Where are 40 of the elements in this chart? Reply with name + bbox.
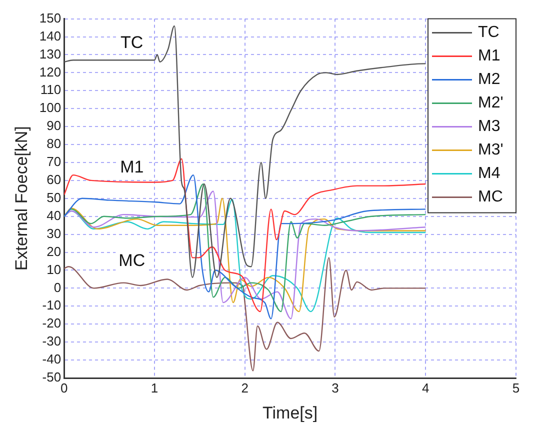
y-tick-label: 70 xyxy=(46,154,62,170)
legend-label: M4 xyxy=(478,165,500,182)
legend-label: M3 xyxy=(478,118,500,136)
x-tick-label: 5 xyxy=(512,380,520,396)
legend-label: M1 xyxy=(478,48,500,65)
y-tick-label: 30 xyxy=(46,226,62,241)
y-tick-label: 90 xyxy=(46,118,62,134)
y-tick-label: 20 xyxy=(46,244,62,259)
y-tick-label: -20 xyxy=(42,316,62,331)
y-tick-label: 10 xyxy=(46,262,62,277)
y-tick-label: 100 xyxy=(39,100,62,116)
y-tick-label: -10 xyxy=(42,298,62,313)
legend-label: M2' xyxy=(478,94,504,112)
legend-label: TC xyxy=(478,24,500,42)
legend-label: M3' xyxy=(478,142,504,159)
y-tick-label: 140 xyxy=(39,28,62,44)
x-tick-label: 3 xyxy=(332,380,339,396)
line-series xyxy=(64,25,426,278)
y-tick-label: 40 xyxy=(46,208,62,223)
y-tick-label: -40 xyxy=(42,352,62,367)
legend-label: M2 xyxy=(478,71,500,88)
y-tick-label: -50 xyxy=(42,370,62,385)
y-tick-label: 60 xyxy=(46,172,62,188)
y-tick-label: 150 xyxy=(39,10,62,26)
annotation: TC xyxy=(120,32,144,52)
annotation: M1 xyxy=(120,158,144,177)
y-tick-label: 50 xyxy=(46,190,62,205)
y-tick-label: 130 xyxy=(39,46,62,62)
x-tick-label: 4 xyxy=(422,380,430,396)
y-axis-title: External Foece[kN] xyxy=(12,126,31,271)
annotation: MC xyxy=(118,250,146,270)
x-axis-title: Time[s] xyxy=(262,403,318,422)
legend-label: MC xyxy=(478,188,503,206)
y-tick-label: 120 xyxy=(39,64,62,80)
y-tick-label: 0 xyxy=(54,280,62,295)
x-tick-label: 1 xyxy=(150,380,158,396)
y-tick-label: -30 xyxy=(42,334,62,349)
y-tick-label: 80 xyxy=(46,136,62,152)
x-tick-label: 2 xyxy=(241,380,248,396)
y-tick-label: 110 xyxy=(40,82,62,98)
